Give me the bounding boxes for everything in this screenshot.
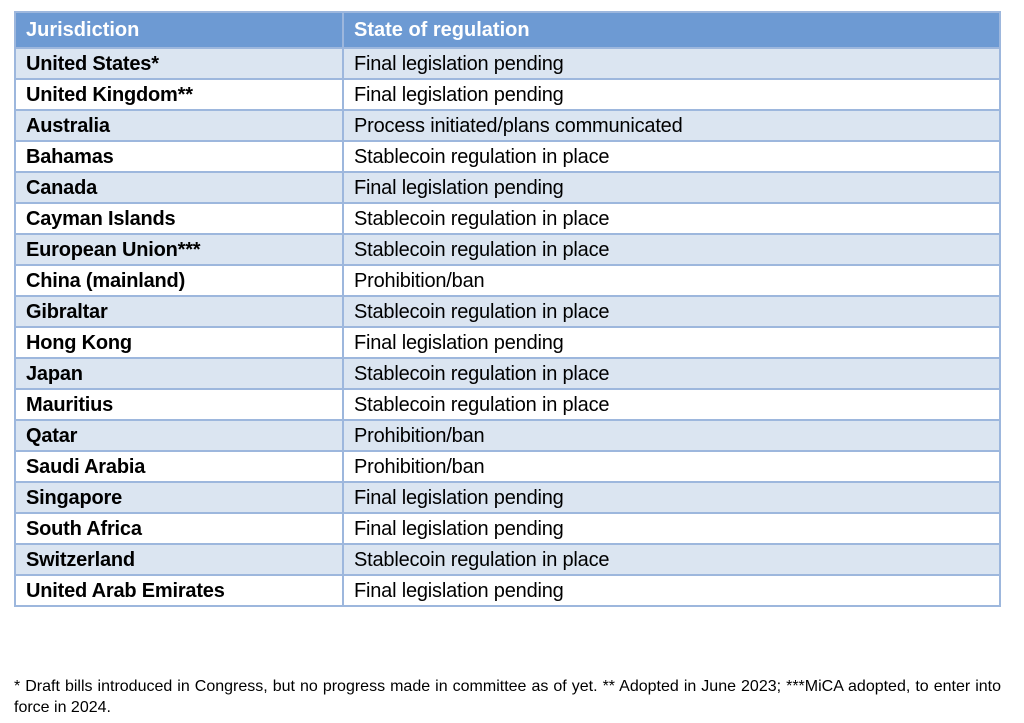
regulation-table: Jurisdiction State of regulation United … xyxy=(14,11,1001,607)
table-row: Mauritius Stablecoin regulation in place xyxy=(14,388,1001,421)
table-body: United States* Final legislation pending U… xyxy=(14,47,1001,607)
state-of-regulation-cell: Final legislation pending xyxy=(342,574,1001,607)
table-row: European Union*** Stablecoin regulation i… xyxy=(14,233,1001,266)
table-row: Singapore Final legislation pending xyxy=(14,481,1001,514)
table-row: Hong Kong Final legislation pending xyxy=(14,326,1001,359)
jurisdiction-cell: Canada xyxy=(14,171,344,204)
state-of-regulation-cell: Stablecoin regulation in place xyxy=(342,295,1001,328)
state-of-regulation-cell: Final legislation pending xyxy=(342,512,1001,545)
table-row: Canada Final legislation pending xyxy=(14,171,1001,204)
jurisdiction-cell: Gibraltar xyxy=(14,295,344,328)
table-row: United Arab Emirates Final legislation pe… xyxy=(14,574,1001,607)
state-of-regulation-cell: Process initiated/plans communicated xyxy=(342,109,1001,142)
table-row: Saudi Arabia Prohibition/ban xyxy=(14,450,1001,483)
table-row: Cayman Islands Stablecoin regulation in p… xyxy=(14,202,1001,235)
jurisdiction-cell: Saudi Arabia xyxy=(14,450,344,483)
jurisdiction-cell: Switzerland xyxy=(14,543,344,576)
state-of-regulation-cell: Prohibition/ban xyxy=(342,450,1001,483)
table-row: Japan Stablecoin regulation in place xyxy=(14,357,1001,390)
state-of-regulation-cell: Stablecoin regulation in place xyxy=(342,357,1001,390)
jurisdiction-cell: European Union*** xyxy=(14,233,344,266)
table-row: China (mainland) Prohibition/ban xyxy=(14,264,1001,297)
header-jurisdiction: Jurisdiction xyxy=(14,11,344,49)
table-row: United Kingdom** Final legislation pendin… xyxy=(14,78,1001,111)
state-of-regulation-cell: Prohibition/ban xyxy=(342,264,1001,297)
jurisdiction-cell: Qatar xyxy=(14,419,344,452)
jurisdiction-cell: United States* xyxy=(14,47,344,80)
state-of-regulation-cell: Final legislation pending xyxy=(342,326,1001,359)
state-of-regulation-cell: Final legislation pending xyxy=(342,171,1001,204)
table-row: United States* Final legislation pending xyxy=(14,47,1001,80)
jurisdiction-cell: Japan xyxy=(14,357,344,390)
state-of-regulation-cell: Stablecoin regulation in place xyxy=(342,233,1001,266)
jurisdiction-cell: Hong Kong xyxy=(14,326,344,359)
table-row: Switzerland Stablecoin regulation in plac… xyxy=(14,543,1001,576)
jurisdiction-cell: Cayman Islands xyxy=(14,202,344,235)
state-of-regulation-cell: Stablecoin regulation in place xyxy=(342,140,1001,173)
table-row: Qatar Prohibition/ban xyxy=(14,419,1001,452)
jurisdiction-cell: Australia xyxy=(14,109,344,142)
state-of-regulation-cell: Prohibition/ban xyxy=(342,419,1001,452)
jurisdiction-cell: United Arab Emirates xyxy=(14,574,344,607)
state-of-regulation-cell: Final legislation pending xyxy=(342,47,1001,80)
jurisdiction-cell: China (mainland) xyxy=(14,264,344,297)
state-of-regulation-cell: Stablecoin regulation in place xyxy=(342,388,1001,421)
header-state-of-regulation: State of regulation xyxy=(342,11,1001,49)
table-row: Australia Process initiated/plans communi… xyxy=(14,109,1001,142)
table-header-row: Jurisdiction State of regulation xyxy=(14,11,1001,49)
jurisdiction-cell: South Africa xyxy=(14,512,344,545)
jurisdiction-cell: Singapore xyxy=(14,481,344,514)
footnote: * Draft bills introduced in Congress, bu… xyxy=(14,678,1001,716)
state-of-regulation-cell: Stablecoin regulation in place xyxy=(342,202,1001,235)
table-row: Bahamas Stablecoin regulation in place xyxy=(14,140,1001,173)
state-of-regulation-cell: Stablecoin regulation in place xyxy=(342,543,1001,576)
state-of-regulation-cell: Final legislation pending xyxy=(342,78,1001,111)
jurisdiction-cell: Mauritius xyxy=(14,388,344,421)
state-of-regulation-cell: Final legislation pending xyxy=(342,481,1001,514)
table-row: South Africa Final legislation pending xyxy=(14,512,1001,545)
jurisdiction-cell: Bahamas xyxy=(14,140,344,173)
jurisdiction-cell: United Kingdom** xyxy=(14,78,344,111)
table-row: Gibraltar Stablecoin regulation in place xyxy=(14,295,1001,328)
